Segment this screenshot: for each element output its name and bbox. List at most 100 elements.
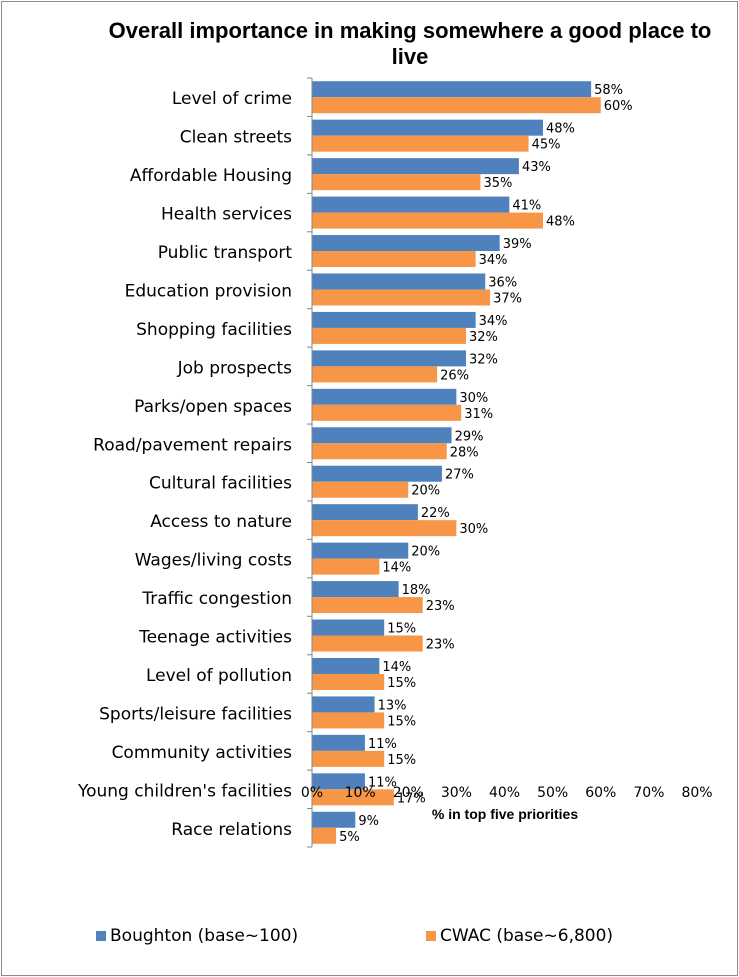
- x-tick-label-4: 40%: [489, 785, 520, 801]
- legend-swatch-boughton: [96, 931, 106, 941]
- category-label-6: Shopping facilities: [136, 320, 292, 340]
- data-label-cwac-5: 37%: [493, 291, 522, 306]
- data-label-cwac-8: 31%: [464, 407, 493, 422]
- data-label-cwac-14: 23%: [426, 638, 455, 653]
- x-tick-label-0: 0%: [301, 785, 323, 801]
- data-label-boughton-18: 11%: [368, 775, 397, 790]
- category-label-5: Education provision: [125, 281, 292, 301]
- data-label-cwac-18: 17%: [397, 791, 426, 806]
- category-label-17: Community activities: [112, 743, 293, 763]
- data-label-boughton-14: 15%: [387, 622, 416, 637]
- category-label-15: Level of pollution: [146, 666, 292, 686]
- bar-cwac-6: [312, 327, 466, 344]
- data-label-boughton-13: 18%: [402, 583, 431, 598]
- data-label-cwac-12: 14%: [382, 561, 411, 576]
- bar-boughton-15: [312, 657, 380, 674]
- bar-boughton-3: [312, 196, 510, 213]
- bar-boughton-6: [312, 311, 476, 328]
- bar-boughton-14: [312, 619, 385, 636]
- bar-boughton-7: [312, 350, 466, 367]
- data-label-cwac-19: 5%: [339, 830, 360, 845]
- category-label-3: Health services: [161, 205, 292, 225]
- legend-label-cwac: CWAC (base~6,800): [440, 926, 614, 946]
- data-label-cwac-3: 48%: [546, 215, 575, 230]
- category-label-14: Teenage activities: [138, 628, 292, 648]
- category-label-4: Public transport: [158, 243, 293, 263]
- bar-boughton-4: [312, 235, 500, 252]
- data-label-boughton-8: 30%: [459, 391, 488, 406]
- x-tick-label-5: 50%: [537, 785, 568, 801]
- bar-cwac-12: [312, 558, 380, 575]
- data-label-cwac-6: 32%: [469, 330, 498, 345]
- data-label-boughton-19: 9%: [358, 814, 379, 829]
- data-label-boughton-3: 41%: [512, 199, 541, 214]
- bar-cwac-14: [312, 635, 423, 652]
- x-tick-label-8: 80%: [681, 785, 712, 801]
- data-label-cwac-2: 35%: [483, 176, 512, 191]
- bar-cwac-4: [312, 251, 476, 268]
- bar-cwac-0: [312, 97, 601, 114]
- data-label-cwac-0: 60%: [604, 99, 633, 114]
- data-label-boughton-7: 32%: [469, 352, 498, 367]
- bar-cwac-19: [312, 827, 337, 844]
- bar-boughton-13: [312, 581, 399, 598]
- category-label-2: Affordable Housing: [130, 166, 292, 186]
- data-label-cwac-10: 20%: [411, 484, 440, 499]
- bar-boughton-2: [312, 158, 519, 175]
- data-label-cwac-4: 34%: [479, 253, 508, 268]
- data-label-boughton-10: 27%: [445, 468, 474, 483]
- legend-swatch-cwac: [426, 931, 436, 941]
- x-tick-label-7: 70%: [633, 785, 664, 801]
- legend-label-boughton: Boughton (base~100): [110, 926, 299, 946]
- x-tick-label-1: 10%: [345, 785, 376, 801]
- bar-cwac-16: [312, 712, 385, 729]
- bar-cwac-1: [312, 135, 529, 152]
- bar-cwac-17: [312, 750, 385, 767]
- data-label-boughton-12: 20%: [411, 545, 440, 560]
- bar-cwac-5: [312, 289, 491, 306]
- x-tick-label-2: 20%: [393, 785, 424, 801]
- bar-cwac-18: [312, 789, 394, 806]
- data-label-boughton-15: 14%: [382, 660, 411, 675]
- bar-boughton-18: [312, 773, 365, 790]
- category-label-13: Traffic congestion: [141, 589, 292, 609]
- bar-cwac-7: [312, 366, 438, 383]
- bar-boughton-19: [312, 811, 356, 828]
- data-label-boughton-2: 43%: [522, 160, 551, 175]
- bar-cwac-8: [312, 404, 462, 421]
- category-label-19: Race relations: [171, 820, 292, 840]
- bar-cwac-11: [312, 520, 457, 537]
- data-label-boughton-17: 11%: [368, 737, 397, 752]
- bar-cwac-10: [312, 481, 409, 498]
- x-axis-label: % in top five priorities: [431, 806, 579, 822]
- category-label-9: Road/pavement repairs: [93, 435, 292, 455]
- data-label-cwac-16: 15%: [387, 714, 416, 729]
- chart-title: Overall importance in making somewhere a…: [108, 18, 712, 69]
- data-label-cwac-13: 23%: [426, 599, 455, 614]
- bar-boughton-17: [312, 734, 365, 751]
- category-label-7: Job prospects: [177, 358, 293, 378]
- legend-item-boughton: Boughton (base~100): [96, 926, 298, 946]
- x-tick-label-3: 30%: [441, 785, 472, 801]
- data-label-boughton-4: 39%: [503, 237, 532, 252]
- category-label-16: Sports/leisure facilities: [99, 704, 292, 724]
- bar-boughton-0: [312, 81, 592, 98]
- bar-boughton-8: [312, 388, 457, 405]
- bar-boughton-12: [312, 542, 409, 559]
- bar-cwac-2: [312, 174, 481, 191]
- data-label-boughton-9: 29%: [455, 429, 484, 444]
- legend-item-cwac: CWAC (base~6,800): [426, 926, 613, 946]
- category-label-0: Level of crime: [172, 89, 292, 109]
- data-label-cwac-9: 28%: [450, 445, 479, 460]
- data-label-boughton-0: 58%: [594, 83, 623, 98]
- bar-boughton-16: [312, 696, 375, 713]
- bar-cwac-3: [312, 212, 543, 229]
- data-label-boughton-5: 36%: [488, 275, 517, 290]
- data-label-cwac-1: 45%: [532, 138, 561, 153]
- bar-boughton-9: [312, 427, 452, 444]
- bar-boughton-10: [312, 465, 442, 482]
- data-label-boughton-16: 13%: [378, 698, 407, 713]
- bar-boughton-11: [312, 504, 418, 521]
- bar-boughton-1: [312, 119, 543, 136]
